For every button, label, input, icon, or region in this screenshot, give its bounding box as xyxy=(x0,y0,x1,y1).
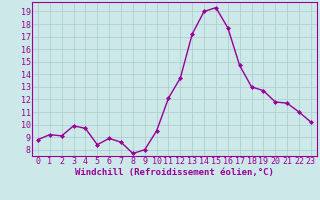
X-axis label: Windchill (Refroidissement éolien,°C): Windchill (Refroidissement éolien,°C) xyxy=(75,168,274,177)
